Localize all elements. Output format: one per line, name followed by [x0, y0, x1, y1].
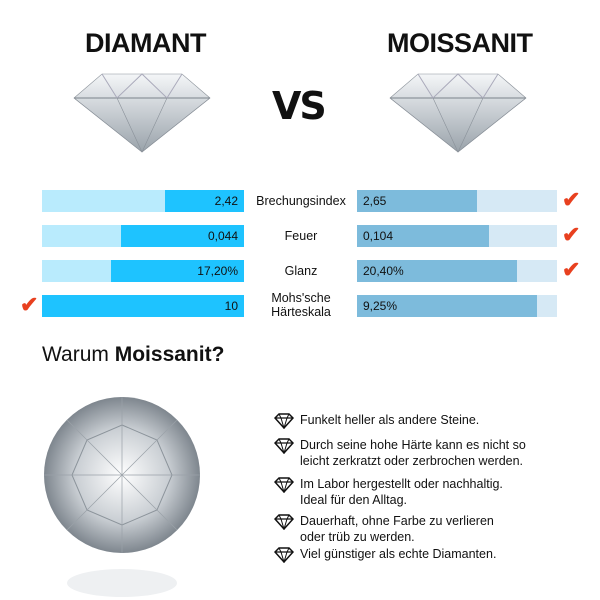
diamond-side-image: [73, 73, 211, 153]
feature-item: Im Labor hergestellt oder nachhaltig. Id…: [274, 476, 514, 508]
moissanit-value: 2,65: [363, 194, 387, 208]
moissanit-title: MOISSANIT: [387, 28, 533, 58]
moissanit-bar-fill: [357, 295, 537, 317]
property-label: Glanz: [284, 264, 318, 278]
diamond-icon: [274, 413, 294, 429]
feature-text: Dauerhaft, ohne Farbe zu verlieren oder …: [300, 514, 494, 544]
moissanit-bar: 9,25%: [357, 295, 557, 317]
property-label: Brechungsindex: [256, 194, 346, 208]
moissanit-bar-fill: [357, 225, 489, 247]
moissanit-value: 20,40%: [363, 264, 404, 278]
moissanit-bar-fill: [357, 260, 517, 282]
moissanit-bar-fill: [357, 190, 477, 212]
feature-item: Funkelt heller als andere Steine.: [274, 412, 514, 429]
diamant-bar-fill: [120, 225, 244, 247]
why-prefix: Warum: [42, 343, 115, 366]
feature-item: Dauerhaft, ohne Farbe zu verlieren oder …: [274, 513, 514, 545]
feature-text: Durch seine hohe Härte kann es nicht so …: [300, 438, 526, 468]
why-bold: Moissanit?: [114, 343, 225, 366]
diamant-bar: 0,044: [42, 225, 244, 247]
diamond-icon: [274, 438, 294, 454]
feature-text: Viel günstiger als echte Diamanten.: [300, 547, 497, 561]
moissanit-bar: 0,104: [357, 225, 557, 247]
check-icon: ✔: [562, 187, 581, 212]
moissanit-bar: 2,65: [357, 190, 557, 212]
feature-text: Im Labor hergestellt oder nachhaltig. Id…: [300, 477, 503, 507]
diamond-icon: [274, 547, 294, 563]
diamant-bar: 17,20%: [42, 260, 244, 282]
diamant-value: 2,42: [214, 194, 238, 208]
round-diamond-image: [44, 397, 200, 597]
feature-item: Durch seine hohe Härte kann es nicht so …: [274, 437, 554, 469]
diamant-title: DIAMANT: [85, 28, 206, 58]
moissanit-value: 9,25%: [363, 299, 398, 313]
vs-label: VS: [272, 84, 327, 128]
diamond-icon: [274, 477, 294, 493]
diamant-bar: 2,42: [42, 190, 244, 212]
moissanit-bar: 20,40%: [357, 260, 557, 282]
check-icon: ✔: [562, 222, 581, 247]
check-icon: ✔: [20, 292, 39, 317]
property-label: Feuer: [284, 229, 318, 243]
diamant-bar-fill: [165, 190, 244, 212]
diamant-value: 0,044: [207, 229, 238, 243]
property-label: Mohs'sche Härteskala: [271, 291, 331, 319]
diamant-value: 10: [224, 299, 238, 313]
moissanit-value: 0,104: [363, 229, 394, 243]
feature-item: Viel günstiger als echte Diamanten.: [274, 546, 514, 563]
diamant-value: 17,20%: [197, 264, 238, 278]
check-icon: ✔: [562, 257, 581, 282]
why-heading: Warum Moissanit?: [42, 343, 224, 367]
moissanite-side-image: [389, 73, 527, 153]
diamant-bar-fill: [42, 295, 244, 317]
diamant-bar: 10: [42, 295, 244, 317]
feature-text: Funkelt heller als andere Steine.: [300, 413, 480, 427]
diamond-icon: [274, 514, 294, 530]
diamant-bar-fill: [110, 260, 244, 282]
